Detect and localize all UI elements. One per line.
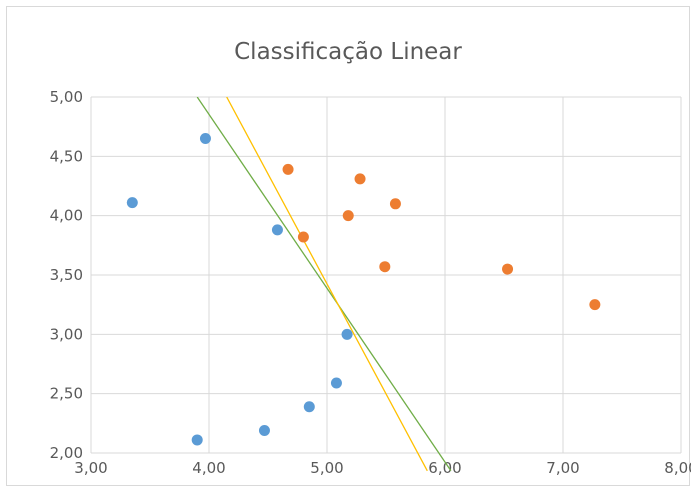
data-point-series0-1 [199, 133, 211, 145]
y-tick-label: 3,50 [50, 266, 83, 284]
x-tick-label: 4,00 [192, 459, 225, 477]
data-point-series1-2 [389, 198, 401, 210]
data-point-series0-7 [191, 434, 203, 446]
data-point-series1-6 [502, 263, 514, 275]
data-point-series0-4 [330, 377, 342, 389]
chart-title: Classificação Linear [234, 39, 462, 65]
gridlines [90, 96, 682, 454]
data-point-series1-1 [354, 173, 366, 185]
y-tick-label: 2,00 [50, 444, 83, 462]
data-point-series0-6 [258, 424, 270, 436]
decision-line-0 [196, 97, 452, 472]
y-tick-label: 2,50 [50, 385, 83, 403]
data-points [126, 133, 601, 446]
scatter-plot: 3,00 4,00 5,00 6,00 7,00 8,00 2,00 2,50 3,00 3,5… [50, 88, 691, 477]
data-point-series1-3 [342, 210, 354, 222]
data-point-series1-7 [589, 299, 601, 311]
y-tick-label: 3,00 [50, 325, 83, 343]
data-point-series1-0 [282, 163, 294, 175]
data-point-series0-5 [303, 401, 315, 413]
data-point-series0-3 [341, 328, 353, 340]
x-tick-label: 6,00 [428, 459, 461, 477]
y-tick-label: 4,50 [50, 147, 83, 165]
decision-line-1 [226, 97, 428, 472]
data-point-series0-0 [126, 197, 138, 209]
data-point-series0-2 [271, 224, 283, 236]
x-tick-label: 7,00 [546, 459, 579, 477]
data-point-series1-5 [379, 261, 391, 273]
x-tick-label: 3,00 [74, 459, 107, 477]
data-point-series1-4 [297, 231, 309, 243]
decision-lines [196, 97, 452, 472]
y-axis-tick-labels: 2,00 2,50 3,00 3,50 4,00 4,50 5,00 [50, 88, 83, 462]
y-tick-label: 4,00 [50, 207, 83, 225]
x-axis-tick-labels: 3,00 4,00 5,00 6,00 7,00 8,00 [74, 459, 691, 477]
chart-frame: Classificação Linear 3,00 4,00 5,00 6,00 7,0… [6, 6, 691, 486]
x-tick-label: 5,00 [310, 459, 343, 477]
x-tick-label: 8,00 [664, 459, 691, 477]
y-tick-label: 5,00 [50, 88, 83, 106]
